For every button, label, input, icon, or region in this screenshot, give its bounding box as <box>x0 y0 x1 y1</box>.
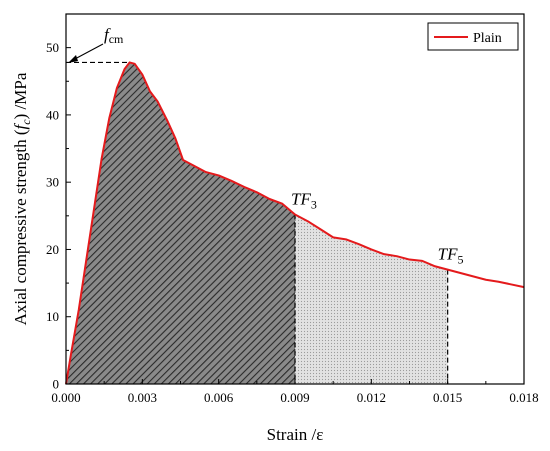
annotation-tf5: TF5 <box>438 245 464 267</box>
x-axis-ticks: 0.000 0.003 0.006 0.009 0.012 0.015 0.018 <box>51 379 539 405</box>
annotation-tf3-sub: 3 <box>311 197 317 211</box>
x-tick-label: 0.012 <box>357 390 386 405</box>
x-tick-label: 0.009 <box>280 390 309 405</box>
y-tick-label: 40 <box>46 107 59 122</box>
x-tick-label: 0.018 <box>509 390 538 405</box>
area-to-tf3 <box>66 62 295 384</box>
y-tick-label: 0 <box>53 377 60 392</box>
annotations: fcm TF3 TF5 <box>68 25 464 267</box>
annotation-tf3-base: TF <box>291 189 311 208</box>
series-line-plain <box>65 61 525 385</box>
y-tick-label: 20 <box>46 242 59 257</box>
fcm-arrowhead <box>68 55 78 63</box>
x-tick-label: 0.015 <box>433 390 462 405</box>
annotation-fcm-base: f <box>104 25 111 44</box>
shaded-regions <box>66 62 448 384</box>
x-tick-label: 0.000 <box>51 390 80 405</box>
y-axis-title-main: Axial compressive strength ( <box>11 129 30 325</box>
area-tf3-to-tf5 <box>295 214 448 384</box>
y-axis-ticks: 0 10 20 30 40 50 <box>46 13 71 392</box>
annotation-tf5-sub: 5 <box>458 253 464 267</box>
y-axis-title-sub: c <box>19 119 33 125</box>
annotation-fcm: fcm <box>104 25 124 46</box>
y-axis-title: Axial compressive strength (fc) /MPa <box>11 72 33 325</box>
y-axis-title-tail: ) /MPa <box>11 72 30 119</box>
y-tick-label: 10 <box>46 309 59 324</box>
x-tick-label: 0.003 <box>128 390 157 405</box>
x-axis-title: Strain /ε <box>267 425 324 444</box>
x-tick-label: 0.006 <box>204 390 234 405</box>
annotation-tf5-base: TF <box>438 245 458 264</box>
annotation-tf3: TF3 <box>291 189 317 211</box>
series-layer <box>65 61 525 385</box>
fcm-arrow <box>72 43 104 61</box>
guide-lines <box>66 61 449 384</box>
legend: Plain <box>427 22 519 51</box>
annotation-fcm-sub: cm <box>109 32 124 46</box>
y-tick-label: 30 <box>46 175 59 190</box>
legend-label: Plain <box>473 31 502 46</box>
y-axis-title-f: f <box>11 122 30 129</box>
y-tick-label: 50 <box>46 40 59 55</box>
